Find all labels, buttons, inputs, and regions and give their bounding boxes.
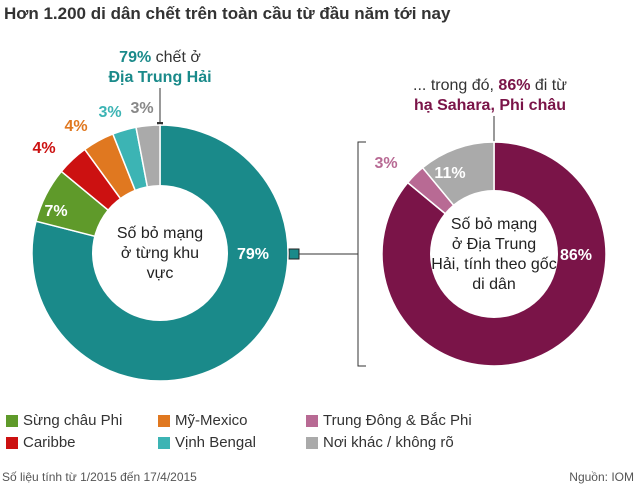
slice-label: 86% — [560, 247, 592, 264]
legend-swatch — [6, 436, 18, 449]
left-annotation-text: chết ở — [151, 49, 201, 66]
breakout-marker — [288, 248, 300, 260]
breakout-bracket — [357, 141, 366, 367]
slice-label: 79% — [237, 246, 269, 263]
charts-canvas: 79% chết ở Địa Trung Hải ... trong đó, 8… — [31, 49, 607, 382]
legend-label: Trung Đông & Bắc Phi — [323, 412, 472, 429]
footer-note: Số liệu tính từ 1/2015 đến 17/4/2015 — [2, 470, 197, 484]
legend-swatch — [158, 414, 170, 427]
slice-label: 4% — [32, 140, 55, 157]
legend-item: Vịnh Bengal — [158, 434, 256, 451]
left-annotation-line1: 79% chết ở — [119, 49, 201, 66]
legend: Sừng châu Phi Mỹ-Mexico Trung Đông & Bắc… — [0, 410, 640, 458]
slice-label: 3% — [374, 155, 397, 172]
right-annotation-percent: 86% — [498, 77, 530, 94]
left-annotation-place: Địa Trung Hải — [108, 69, 211, 86]
donut-center-label: Số bỏ mạng ở từng khu vực — [117, 225, 203, 282]
pie-regions: 79% 7% 4% 4% 3% 3% Số bỏ mạng ở từng khu vực — [31, 100, 289, 382]
legend-swatch — [306, 436, 318, 449]
legend-item: Caribbe — [6, 434, 76, 451]
legend-label: Nơi khác / không rõ — [323, 434, 454, 451]
legend-item: Sừng châu Phi — [6, 412, 122, 429]
legend-label: Caribbe — [23, 434, 76, 451]
legend-label: Mỹ-Mexico — [175, 412, 248, 429]
legend-swatch — [6, 414, 18, 427]
slice-label: 3% — [98, 104, 121, 121]
footer-source: Nguồn: IOM — [569, 470, 634, 484]
right-annotation-place: hạ Sahara, Phi châu — [414, 97, 566, 114]
legend-item: Trung Đông & Bắc Phi — [306, 412, 472, 429]
right-annotation-line1: ... trong đó, 86% đi từ — [413, 77, 567, 94]
pie-mediterranean-origin: 86% 3% 11% Số bỏ mạng ở Địa Trung Hải, tính t… — [374, 141, 607, 367]
slice-label: 4% — [64, 118, 87, 135]
right-annotation-text: đi từ — [530, 77, 567, 94]
legend-label: Vịnh Bengal — [175, 434, 256, 451]
legend-label: Sừng châu Phi — [23, 412, 123, 429]
legend-item: Nơi khác / không rõ — [306, 434, 454, 451]
donut-center-label: Số bỏ mạng ở Địa Trung Hải, tính theo gốc d… — [431, 216, 556, 293]
slice-label: 11% — [434, 165, 465, 182]
chart-title: Hơn 1.200 di dân chết trên toàn cầu từ đ… — [4, 4, 451, 23]
donut-hole — [92, 185, 228, 321]
legend-item: Mỹ-Mexico — [158, 412, 248, 429]
donut-hole — [430, 190, 558, 318]
right-annotation-prefix: ... trong đó, — [413, 77, 498, 94]
slice-label: 7% — [44, 203, 67, 220]
legend-swatch — [158, 436, 170, 449]
slice-label: 3% — [130, 100, 153, 117]
legend-swatch — [306, 414, 318, 427]
left-annotation-percent: 79% — [119, 49, 151, 66]
